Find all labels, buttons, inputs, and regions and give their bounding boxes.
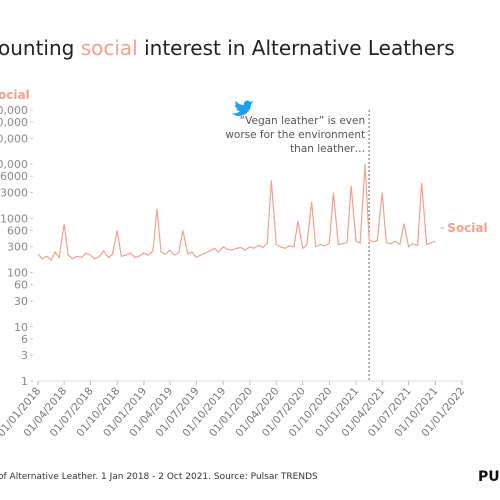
series-line — [37, 164, 436, 262]
y-axis-label: ocial — [0, 88, 30, 102]
title-part: interest in Alternative Leathers — [138, 36, 455, 60]
chart-title: ounting social interest in Alternative L… — [0, 36, 455, 60]
twitter-icon — [232, 100, 253, 116]
footer: of Alternative Leather. 1 Jan 2018 - 2 O… — [0, 472, 318, 482]
y-tick-label: 3000 — [0, 187, 28, 200]
y-tick-label: 6 — [21, 333, 28, 346]
y-tick-label: 100 — [7, 267, 28, 280]
logo: PU — [478, 469, 500, 485]
y-tick-label: 60 — [14, 279, 28, 292]
title-highlight: social — [81, 36, 138, 60]
annotation-text: than leather… — [290, 143, 365, 155]
y-tick-label: 6000 — [0, 170, 28, 183]
series-label: Social — [447, 221, 487, 235]
y-tick-label: 1 — [21, 375, 28, 388]
y-tick-label: 0,000 — [0, 116, 28, 129]
y-tick-label: 600 — [7, 224, 28, 237]
y-tick-label: 0,000 — [0, 158, 28, 171]
annotation-text: “Vegan leather” is even — [240, 115, 365, 127]
y-tick-label: 0,000 — [0, 132, 28, 145]
y-tick-label: 0,000 — [0, 104, 28, 117]
y-tick-label: 300 — [7, 241, 28, 254]
y-tick-label: 1000 — [0, 212, 28, 225]
title-part: ounting — [0, 36, 81, 60]
y-tick-label: 10 — [14, 321, 28, 334]
y-tick-label: 3 — [21, 349, 28, 362]
y-tick-label: 30 — [14, 295, 28, 308]
annotation-text: worse for the environment — [225, 129, 365, 141]
